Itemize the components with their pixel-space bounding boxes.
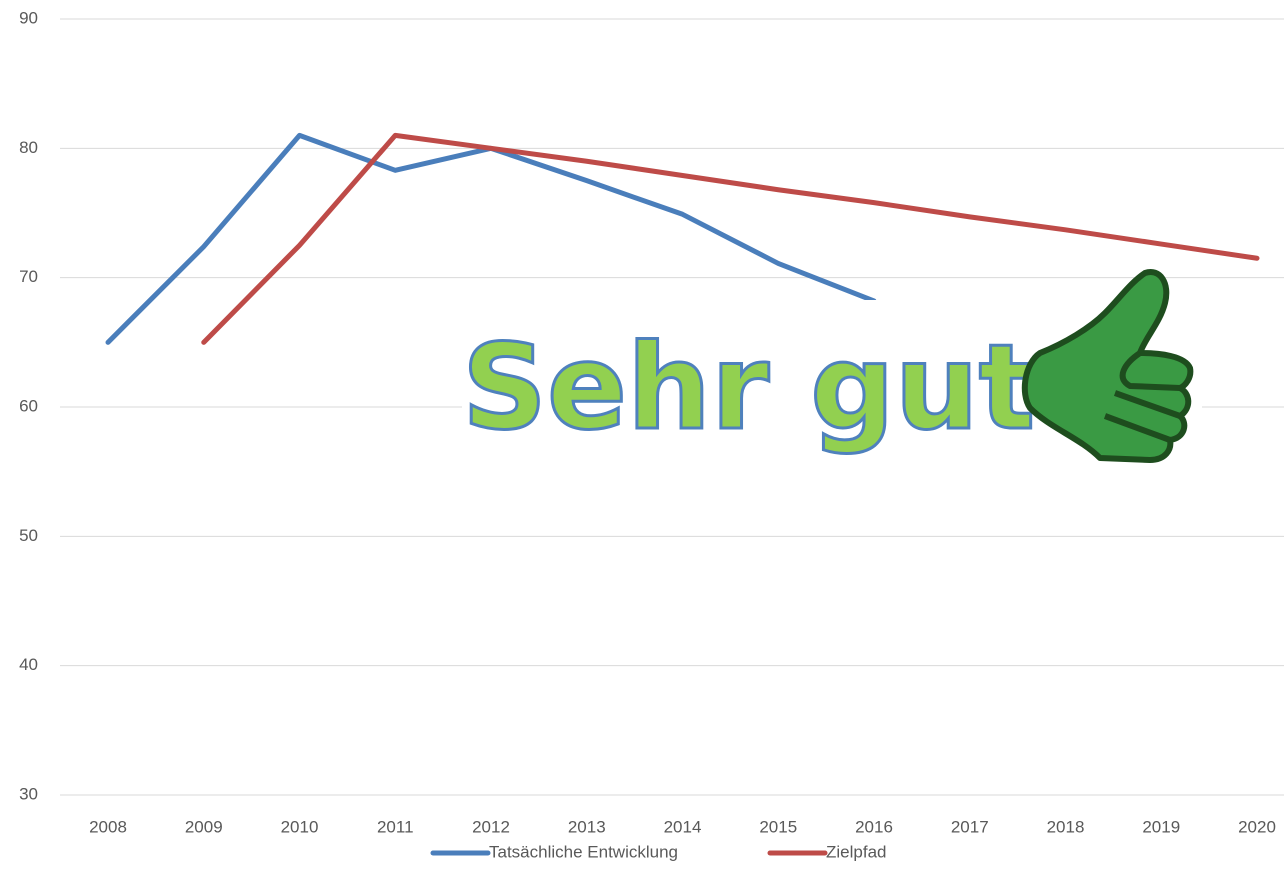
legend-label: Tatsächliche Entwicklung — [489, 842, 678, 861]
series-line — [201, 132, 1260, 345]
lines — [105, 132, 1260, 345]
x-tick-label: 2012 — [472, 817, 510, 836]
x-tick-label: 2015 — [759, 817, 797, 836]
x-tick-label: 2018 — [1047, 817, 1085, 836]
thumbs-up-icon — [1021, 269, 1194, 463]
x-tick-label: 2014 — [664, 817, 702, 836]
y-tick-label: 80 — [19, 138, 38, 157]
x-tick-label: 2019 — [1142, 817, 1180, 836]
legend: Tatsächliche Entwicklung Zielpfad — [430, 842, 886, 861]
y-tick-label: 70 — [19, 267, 38, 286]
x-tick-label: 2017 — [951, 817, 989, 836]
x-tick-label: 2013 — [568, 817, 606, 836]
x-tick-label: 2011 — [377, 817, 414, 836]
x-tick-label: 2016 — [855, 817, 893, 836]
y-tick-label: 30 — [19, 784, 38, 803]
annotation: Sehr gut — [462, 318, 1035, 456]
legend-label: Zielpfad — [826, 842, 886, 861]
y-tick-label: 50 — [19, 526, 38, 545]
y-tick-label: 40 — [19, 655, 38, 674]
y-tick-label: 60 — [19, 396, 38, 415]
y-tick-label: 90 — [19, 8, 38, 27]
x-tick-label: 2009 — [185, 817, 223, 836]
x-tick-label: 2010 — [281, 817, 319, 836]
x-tick-label: 2008 — [89, 817, 127, 836]
x-tick-label: 2020 — [1238, 817, 1276, 836]
